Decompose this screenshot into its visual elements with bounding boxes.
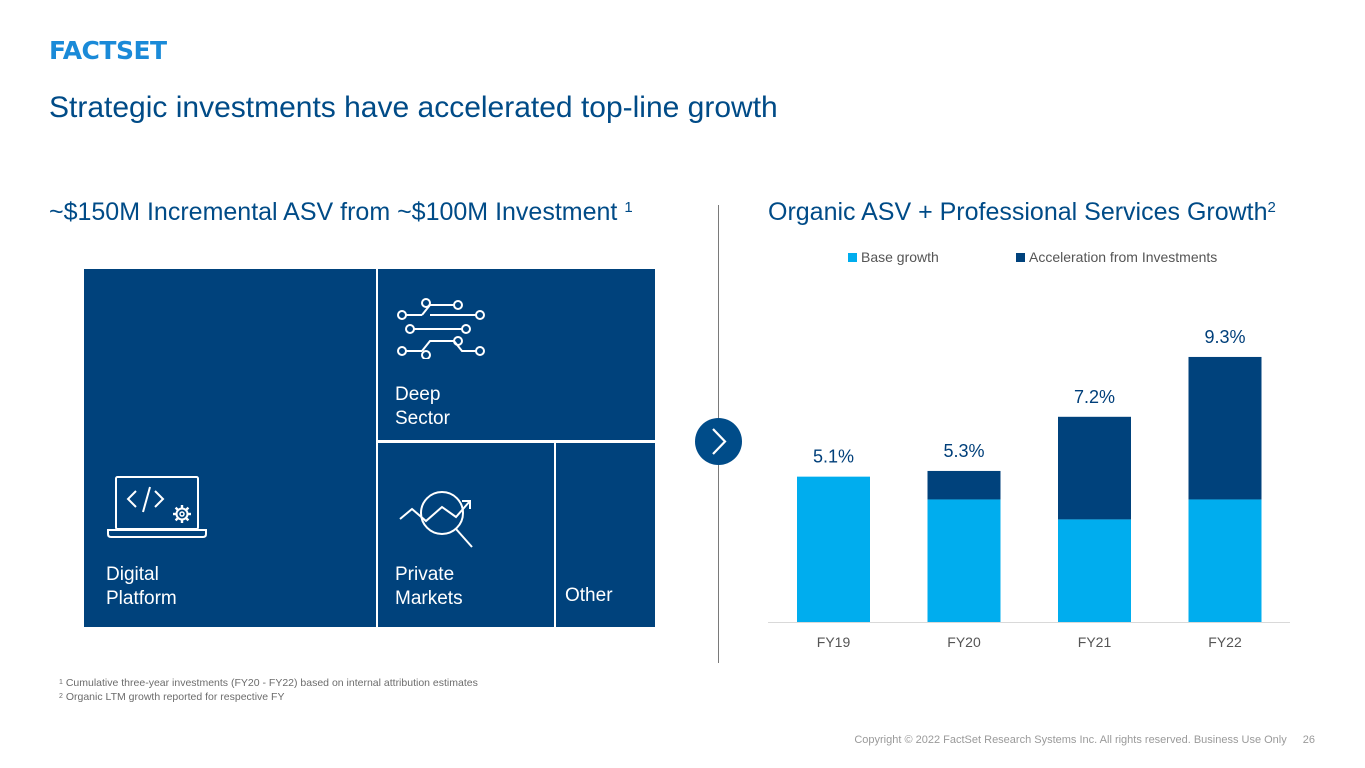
page-number: 26 bbox=[1302, 734, 1315, 746]
footnote-2-text: Organic LTM growth reported for respecti… bbox=[65, 691, 285, 703]
data-label-fy21: 7.2% bbox=[1074, 387, 1115, 407]
bar-base-fy19 bbox=[797, 476, 870, 622]
x-tick-label-fy21: FY21 bbox=[1078, 634, 1112, 650]
chevron-right-icon bbox=[712, 428, 727, 455]
bar-base-fy20 bbox=[927, 499, 1001, 622]
tile-other-label: Other bbox=[565, 585, 613, 606]
bar-acceleration-fy20 bbox=[927, 470, 1001, 500]
bar-acceleration-fy22 bbox=[1188, 356, 1262, 500]
bar-base-fy21 bbox=[1058, 519, 1131, 622]
tile-private-markets: Private Markets bbox=[378, 443, 554, 627]
left-heading-footnote-ref: 1 bbox=[624, 199, 633, 216]
arrow-circle bbox=[695, 418, 742, 465]
data-label-fy20: 5.3% bbox=[943, 441, 984, 461]
legend-label-acceleration: Acceleration from Investments bbox=[1029, 249, 1218, 265]
copyright-footer: Copyright © 2022 FactSet Research System… bbox=[854, 734, 1315, 746]
tile-deep-sector: Deep Sector bbox=[378, 269, 655, 440]
tile-other: Other bbox=[556, 443, 655, 627]
footnote-1-num: 1 bbox=[59, 679, 63, 686]
footnote-1-text: Cumulative three-year investments (FY20 … bbox=[65, 677, 478, 689]
right-heading-text: Organic ASV + Professional Services Grow… bbox=[768, 198, 1268, 226]
legend-swatch-base bbox=[848, 253, 857, 262]
legend-swatch-acceleration bbox=[1016, 253, 1025, 262]
tile-private-markets-label: Private Markets bbox=[395, 564, 463, 609]
circuit-nodes-icon bbox=[397, 298, 485, 359]
tile-digital-platform: Digital Platform bbox=[84, 269, 376, 627]
bar-base-fy22 bbox=[1188, 499, 1262, 622]
x-tick-label-fy19: FY19 bbox=[817, 634, 851, 650]
left-heading: ~$150M Incremental ASV from ~$100M Inves… bbox=[49, 195, 633, 229]
x-tick-label-fy22: FY22 bbox=[1208, 634, 1242, 650]
magnifier-trend-icon bbox=[399, 491, 473, 548]
footnote-2-num: 2 bbox=[59, 693, 63, 700]
left-heading-text: ~$150M Incremental ASV from ~$100M Inves… bbox=[49, 198, 618, 226]
copyright-text: Copyright © 2022 FactSet Research System… bbox=[854, 734, 1287, 746]
footnote-2: 2 Organic LTM growth reported for respec… bbox=[59, 691, 284, 704]
tile-deep-sector-label: Deep Sector bbox=[395, 384, 450, 429]
bar-acceleration-fy21 bbox=[1058, 416, 1131, 520]
slide-title: Strategic investments have accelerated t… bbox=[49, 91, 778, 124]
data-label-fy22: 9.3% bbox=[1204, 327, 1245, 347]
right-heading: Organic ASV + Professional Services Grow… bbox=[768, 195, 1276, 229]
factset-logo: FACTSET bbox=[49, 36, 167, 65]
legend-label-base: Base growth bbox=[861, 249, 939, 265]
tile-digital-platform-label: Digital Platform bbox=[106, 564, 177, 609]
legend-item-base: Base growth bbox=[848, 249, 939, 266]
laptop-code-gear-icon bbox=[107, 476, 207, 538]
footnote-1: 1 Cumulative three-year investments (FY2… bbox=[59, 677, 478, 690]
right-heading-footnote-ref: 2 bbox=[1267, 199, 1276, 216]
data-label-fy19: 5.1% bbox=[813, 447, 854, 467]
investment-treemap: Digital Platform Deep Sector bbox=[84, 269, 655, 627]
legend-item-acceleration: Acceleration from Investments bbox=[1016, 249, 1217, 266]
x-tick-label-fy20: FY20 bbox=[947, 634, 981, 650]
